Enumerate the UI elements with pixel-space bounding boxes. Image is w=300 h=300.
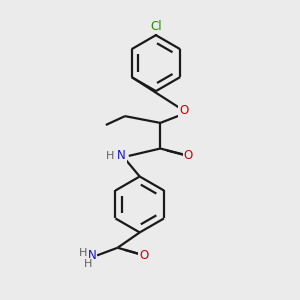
Text: H: H bbox=[84, 259, 92, 269]
Text: N: N bbox=[117, 149, 125, 162]
Text: O: O bbox=[140, 249, 149, 262]
Text: H: H bbox=[106, 151, 114, 161]
Text: H: H bbox=[79, 248, 87, 258]
Text: O: O bbox=[179, 104, 188, 117]
Text: N: N bbox=[88, 249, 96, 262]
Text: O: O bbox=[184, 149, 193, 162]
Text: Cl: Cl bbox=[150, 20, 162, 33]
